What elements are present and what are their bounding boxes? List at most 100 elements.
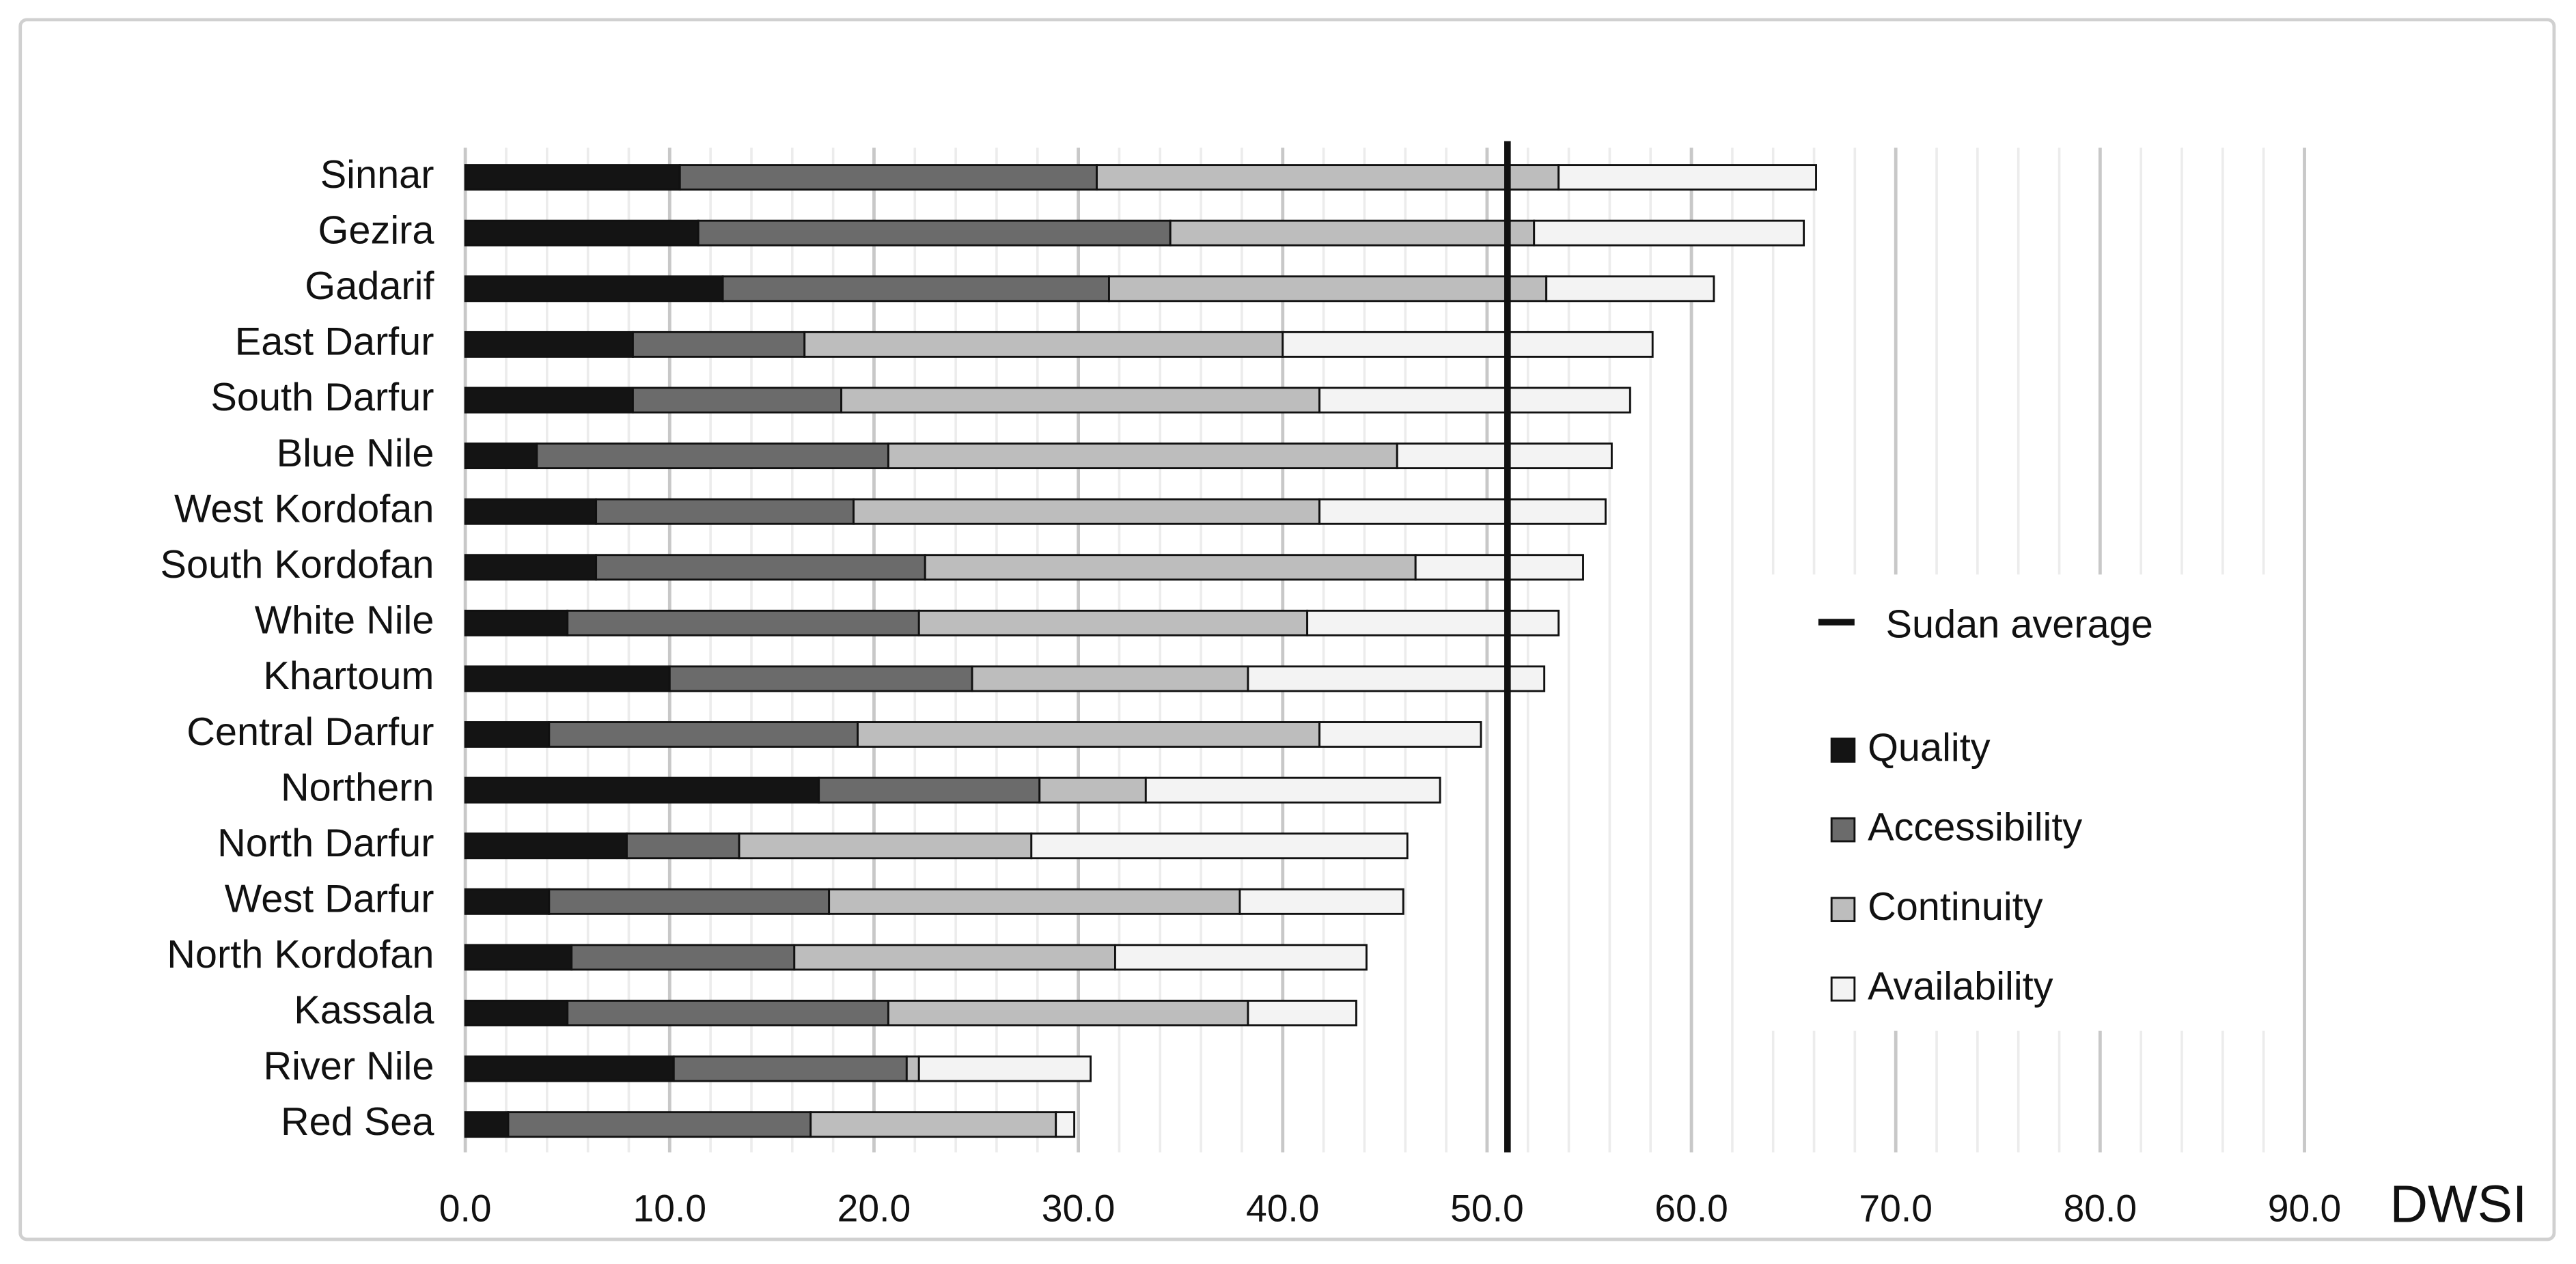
bar-segment [672, 1055, 908, 1082]
bar-segment [803, 331, 1284, 358]
bar-segment [1545, 275, 1715, 303]
legend: Sudan average Quality Accessibility Continu… [1818, 603, 2153, 1009]
x-tick-label: 80.0 [2064, 1188, 2137, 1230]
legend-label: Accessibility [1868, 805, 2082, 849]
bar-segment [917, 1055, 1092, 1082]
bar-segment [632, 387, 843, 414]
bar-segment [595, 554, 926, 581]
bar-segment [1169, 219, 1536, 247]
bar-segment [464, 498, 598, 525]
bar-segment [840, 387, 1321, 414]
bar-segment [793, 944, 1116, 971]
bar-segment [668, 665, 973, 692]
bar-segment [464, 665, 671, 692]
bar-segment [464, 443, 538, 470]
bar-segment [548, 888, 831, 915]
bar-segment [626, 832, 740, 860]
bar-segment [887, 1000, 1249, 1026]
legend-swatch [1830, 897, 1856, 923]
bar-segment [1114, 944, 1368, 971]
bar-segment [857, 721, 1321, 748]
x-tick-label: 70.0 [1859, 1188, 1933, 1230]
bar-segment [464, 721, 551, 748]
bar-segment [917, 609, 1309, 636]
x-tick-label: 60.0 [1654, 1188, 1728, 1230]
bar-segment [1318, 387, 1631, 414]
legend-label: Sudan average [1886, 603, 2153, 647]
bar-segment [1238, 888, 1404, 915]
x-tick-label: 90.0 [2268, 1188, 2342, 1230]
bar-segment [464, 776, 820, 804]
bar-segment [697, 219, 1172, 247]
bar-segment [464, 387, 634, 414]
x-tick-label: 30.0 [1042, 1188, 1116, 1230]
bar-segment [905, 1055, 920, 1082]
bar-segment [853, 498, 1321, 525]
bar-segment [1108, 275, 1548, 303]
x-tick-label: 20.0 [837, 1188, 911, 1230]
bar-segment [464, 888, 551, 915]
bar-segment [507, 1111, 812, 1138]
y-tick-label: Khartoum [263, 654, 434, 698]
y-tick-label: River Nile [263, 1044, 434, 1088]
legend-swatch [1830, 977, 1856, 1002]
legend-label: Continuity [1868, 885, 2043, 929]
bar-segment [1247, 665, 1546, 692]
legend-label: Quality [1868, 726, 1991, 770]
x-tick-label: 50.0 [1450, 1188, 1524, 1230]
bar-segment [464, 832, 628, 860]
bar-segment [464, 219, 700, 247]
bar-segment [464, 554, 598, 581]
y-tick-label: Kassala [294, 989, 434, 1033]
bar-segment [738, 832, 1033, 860]
y-tick-label: South Kordofan [161, 543, 434, 587]
bars [464, 164, 1817, 1138]
bar-segment [678, 164, 1098, 191]
y-tick-label: Northern [281, 766, 434, 809]
bar-segment [1055, 1111, 1076, 1138]
y-tick-label: North Kordofan [167, 933, 434, 977]
legend-swatch [1830, 738, 1856, 763]
y-tick-label: Red Sea [281, 1100, 434, 1144]
x-tick-label: 0.0 [439, 1188, 492, 1230]
bar-segment [1247, 1000, 1357, 1026]
bar-segment [1096, 164, 1560, 191]
y-tick-label: North Darfur [217, 821, 434, 865]
bar-segment [721, 275, 1110, 303]
y-tick-label: Central Darfur [186, 710, 434, 754]
bar-segment [464, 164, 681, 191]
x-tick-label: 40.0 [1246, 1188, 1320, 1230]
bar-segment [464, 1055, 675, 1082]
bar-segment [971, 665, 1249, 692]
bar-segment [566, 609, 920, 636]
bar-segment [1030, 832, 1409, 860]
y-tick-label: White Nile [255, 599, 434, 643]
legend-label: Availability [1868, 965, 2053, 1009]
bar-segment [548, 721, 859, 748]
x-axis-label: DWSI [2390, 1175, 2527, 1234]
bar-segment [828, 888, 1241, 915]
bar-segment [464, 944, 573, 971]
bar-segment [464, 609, 569, 636]
legend-box [1771, 574, 2267, 1031]
bar-segment [1144, 776, 1441, 804]
bar-segment [464, 275, 724, 303]
y-tick-label: Blue Nile [277, 432, 434, 475]
x-tick-label: 10.0 [633, 1188, 707, 1230]
bar-segment [595, 498, 855, 525]
y-tick-label: Gadarif [305, 264, 434, 308]
y-tick-label: Gezira [318, 208, 435, 252]
bar-segment [1414, 554, 1584, 581]
bar-segment [809, 1111, 1057, 1138]
bar-segment [1318, 721, 1482, 748]
bar-segment [924, 554, 1417, 581]
bar-segment [536, 443, 889, 470]
bar-segment [566, 1000, 889, 1026]
bar-segment [1038, 776, 1147, 804]
legend-swatch [1830, 817, 1856, 843]
bar-segment [464, 1111, 510, 1138]
y-tick-label: Sinnar [320, 153, 434, 197]
bar-segment [464, 331, 634, 358]
bar-segment [818, 776, 1041, 804]
